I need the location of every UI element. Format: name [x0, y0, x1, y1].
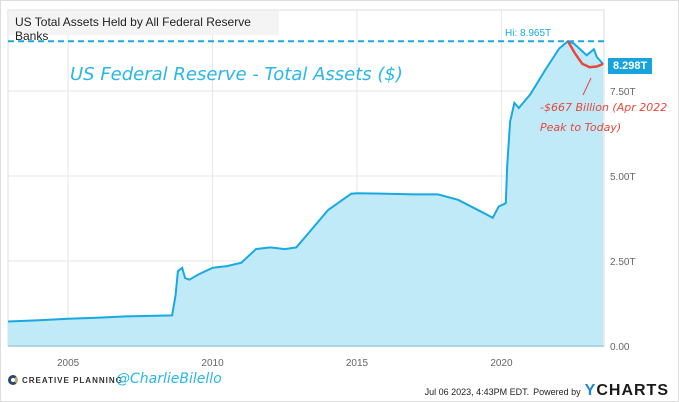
x-tick-label: 2005	[57, 358, 80, 369]
x-tick-label: 2010	[201, 358, 224, 369]
twitter-handle: @CharlieBilello	[116, 371, 222, 387]
ycharts-logo[interactable]: YCHARTS	[584, 382, 669, 399]
timestamp: Jul 06 2023, 4:43PM EDT.	[424, 387, 530, 397]
logo-icon	[8, 375, 18, 385]
y-tick-label: 7.50T	[610, 87, 636, 98]
annotation-curve	[566, 40, 604, 69]
current-value-badge: 8.298T	[608, 58, 653, 74]
chart-annotation-label: US Federal Reserve - Total Assets ($)	[70, 64, 403, 85]
x-tick-label: 2020	[490, 358, 513, 369]
series-line	[7, 40, 604, 323]
y-tick-label: 5.00T	[610, 172, 636, 183]
creative-planning-logo: CREATIVE PLANNING	[8, 375, 123, 385]
chart-title: US Total Assets Held by All Federal Rese…	[9, 11, 279, 43]
decline-annotation: -$667 Billion (Apr 2022 Peak to Today)	[540, 101, 668, 134]
brand-text: CREATIVE PLANNING	[22, 375, 123, 385]
powered-by: Powered by	[533, 387, 581, 397]
series-area	[8, 41, 604, 346]
high-label: Hi: 8.965T	[505, 28, 551, 39]
footer: Jul 06 2023, 4:43PM EDT. Powered by YCHA…	[425, 382, 669, 400]
y-tick-label: 0.00	[610, 342, 630, 353]
y-tick-label: 2.50T	[610, 257, 636, 268]
x-tick-label: 2015	[346, 358, 369, 369]
annotation-pointer	[582, 77, 592, 96]
